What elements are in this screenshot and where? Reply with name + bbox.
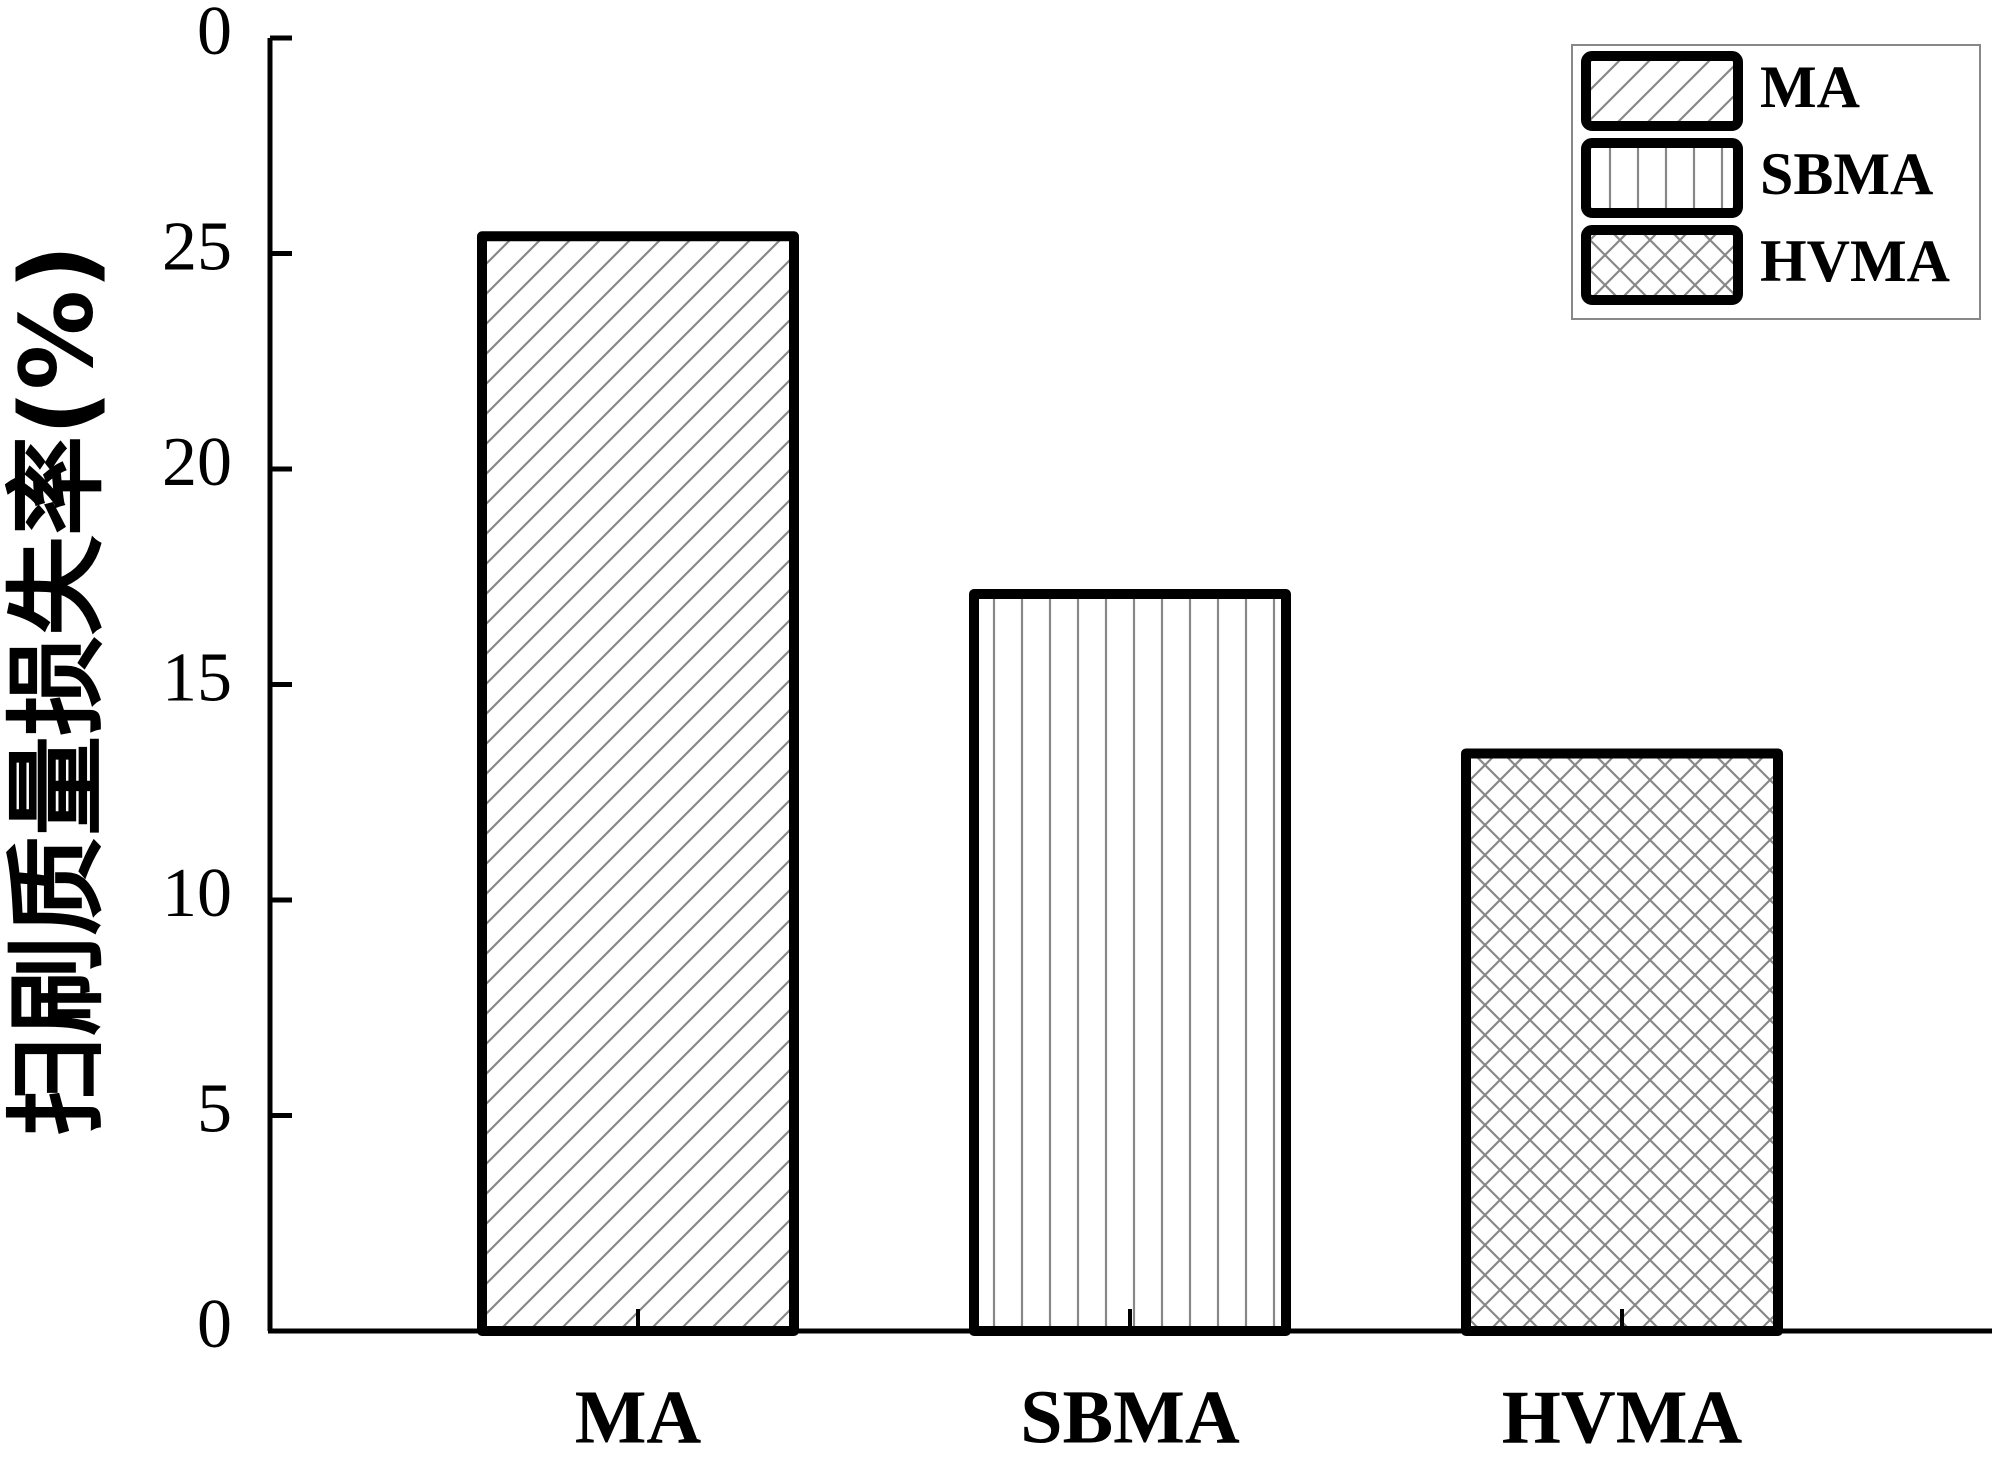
bar — [477, 231, 799, 1336]
y-axis-label: 扫刷质量损失率(%) — [0, 244, 115, 1136]
legend-swatch — [1581, 138, 1743, 218]
legend-label: MA — [1760, 54, 1860, 120]
bar — [1461, 748, 1783, 1336]
y-tick-label: 15 — [162, 640, 232, 717]
x-tick-label: SBMA — [1020, 1375, 1240, 1459]
x-tick-label: HVMA — [1502, 1375, 1743, 1459]
legend-swatch — [1581, 225, 1743, 305]
y-tick-label: 0 — [197, 1286, 232, 1363]
y-tick-label: 5 — [197, 1071, 232, 1148]
x-tick-label: MA — [575, 1375, 702, 1459]
bar — [969, 588, 1291, 1336]
legend-label: HVMA — [1760, 228, 1950, 294]
y-tick-label: 20 — [162, 424, 232, 501]
y-tick-label: 25 — [162, 209, 232, 286]
y-tick-label: 0 — [197, 0, 232, 70]
legend-swatch — [1581, 51, 1743, 131]
legend-label: SBMA — [1760, 141, 1933, 207]
y-tick-label: 10 — [162, 855, 232, 932]
